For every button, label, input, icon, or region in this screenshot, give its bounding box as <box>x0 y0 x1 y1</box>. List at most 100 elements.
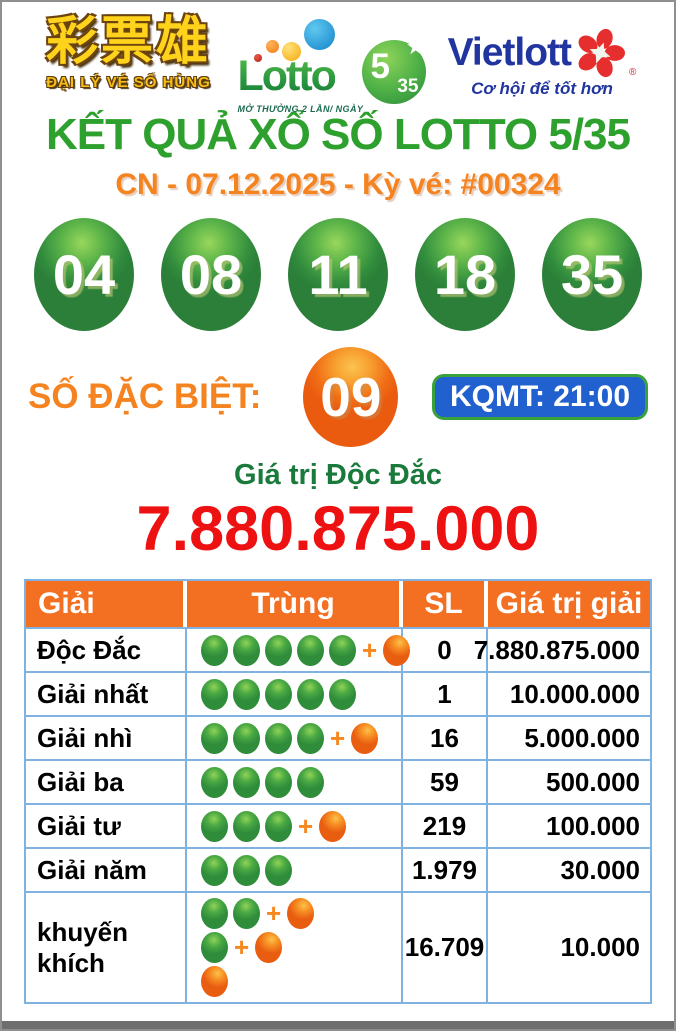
page-title: KẾT QUẢ XỔ SỐ LOTTO 5/35 <box>46 110 631 159</box>
prize-row-label: Giải ba <box>26 759 187 803</box>
prize-row-match <box>187 671 403 715</box>
match-line <box>201 854 292 886</box>
green-ball-icon <box>297 634 324 666</box>
prize-row-match <box>187 847 403 891</box>
green-ball-icon <box>201 722 228 754</box>
match-line: + <box>201 898 315 929</box>
prize-row-count: 16 <box>403 715 488 759</box>
prize-row-label: Giải năm <box>26 847 187 891</box>
draw-info: CN - 07.12.2025 - Kỳ vé: #00324 <box>115 168 561 201</box>
green-ball-icon <box>201 678 228 710</box>
match-line: + <box>201 722 379 754</box>
vietlott-tagline: Cơ hội để tốt hơn <box>471 79 613 98</box>
green-ball-icon <box>233 634 260 666</box>
logo-header: 彩票雄 ĐẠI LÝ VÉ SỐ HÙNG Lotto ★ 5 35 MỞ TH… <box>2 2 674 114</box>
lotto-number-35: 35 <box>397 76 419 97</box>
green-ball-icon <box>201 932 228 963</box>
special-number-label: SỐ ĐẶC BIỆT: <box>28 377 262 416</box>
vietlott-star-icon <box>578 28 626 78</box>
agent-logo-caption: ĐẠI LÝ VÉ SỐ HÙNG <box>46 74 211 91</box>
plus-icon: + <box>234 932 250 962</box>
lotto-535-ball-icon: ★ 5 35 <box>361 34 426 104</box>
bottom-bar <box>2 1021 674 1029</box>
winning-number-ball: 04 <box>34 218 134 331</box>
green-ball-icon <box>265 854 292 886</box>
lotto-535-logo: Lotto ★ 5 35 MỞ THƯỞNG 2 LẦN/ NGÀY <box>238 16 426 114</box>
green-ball-icon <box>201 898 228 929</box>
plus-icon: + <box>362 634 378 665</box>
prize-row-value: 10.000 <box>488 891 650 1002</box>
lotto-red-ball-icon <box>253 54 262 62</box>
prize-row-match: + <box>187 627 411 671</box>
registered-mark: ® <box>629 67 637 78</box>
plus-icon: + <box>266 898 282 928</box>
green-ball-icon <box>233 854 260 886</box>
winning-number-ball: 11 <box>288 218 388 331</box>
prize-row-value: 10.000.000 <box>488 671 650 715</box>
prize-row-match: + <box>187 715 403 759</box>
green-ball-icon <box>265 722 292 754</box>
winning-number-ball: 18 <box>415 218 515 331</box>
vietlott-wordmark-row: Vietlott ® <box>432 28 652 78</box>
green-ball-icon <box>265 678 292 710</box>
star-icon: ★ <box>405 34 426 59</box>
jackpot-label: Giá trị Độc Đắc <box>234 459 442 491</box>
orange-ball-icon <box>383 634 411 666</box>
orange-ball-icon <box>201 966 228 997</box>
orange-ball-icon <box>351 722 379 754</box>
green-ball-icon <box>265 810 292 842</box>
prize-row-value: 500.000 <box>488 759 650 803</box>
match-line: + <box>201 932 283 963</box>
lotto-blue-ball-icon <box>303 19 335 50</box>
special-number-row: SỐ ĐẶC BIỆT: 09 KQMT: 21:00 <box>2 347 674 447</box>
prize-row-count: 219 <box>403 803 488 847</box>
lotto-number-5: 5 <box>370 47 390 86</box>
prize-row-value: 30.000 <box>488 847 650 891</box>
prize-row-value: 5.000.000 <box>488 715 650 759</box>
plus-icon: + <box>298 810 314 841</box>
green-ball-icon <box>233 722 260 754</box>
winning-number-ball: 08 <box>161 218 261 331</box>
winning-number-ball: 35 <box>542 218 642 331</box>
orange-ball-icon <box>255 932 283 963</box>
column-header-count: SL <box>403 581 488 627</box>
orange-ball-icon <box>287 898 315 929</box>
lotto-yellow-ball-icon <box>281 42 301 61</box>
prize-row-label: Giải tư <box>26 803 187 847</box>
prize-table: Giải Trùng SL Giá trị giải Độc Đắc +0 7.88… <box>24 579 652 1004</box>
prize-row-count: 59 <box>403 759 488 803</box>
orange-ball-icon <box>319 810 347 842</box>
column-header-value: Giá trị giải <box>488 581 650 627</box>
prize-row-count: 16.709 <box>403 891 488 1002</box>
green-ball-icon <box>233 678 260 710</box>
prize-row-match: + + <box>187 891 403 1002</box>
green-ball-icon <box>297 678 324 710</box>
prize-row-match <box>187 759 403 803</box>
green-ball-icon <box>297 722 324 754</box>
winning-numbers-row: 04 08 11 18 35 <box>2 218 674 331</box>
green-ball-icon <box>201 810 228 842</box>
column-header-match: Trùng <box>187 581 403 627</box>
prize-row-count: 1 <box>403 671 488 715</box>
green-ball-icon <box>329 634 356 666</box>
match-line: + <box>201 634 411 666</box>
jackpot-value: 7.880.875.000 <box>136 494 540 564</box>
prize-row-label: Giải nhì <box>26 715 187 759</box>
match-line <box>201 678 356 710</box>
prize-row-value: 100.000 <box>488 803 650 847</box>
match-line: + <box>201 810 347 842</box>
prize-row-count: 0 <box>403 627 488 671</box>
prize-row-label: Độc Đắc <box>26 627 187 671</box>
green-ball-icon <box>265 634 292 666</box>
prize-row-match: + <box>187 803 403 847</box>
green-ball-icon <box>233 898 260 929</box>
green-ball-icon <box>329 678 356 710</box>
green-ball-icon <box>201 766 228 798</box>
lotto-tagline: MỞ THƯỞNG 2 LẦN/ NGÀY <box>237 104 364 114</box>
green-ball-icon <box>201 854 228 886</box>
green-ball-icon <box>233 766 260 798</box>
column-header-prize: Giải <box>26 581 187 627</box>
green-ball-icon <box>297 766 324 798</box>
match-line <box>201 766 324 798</box>
